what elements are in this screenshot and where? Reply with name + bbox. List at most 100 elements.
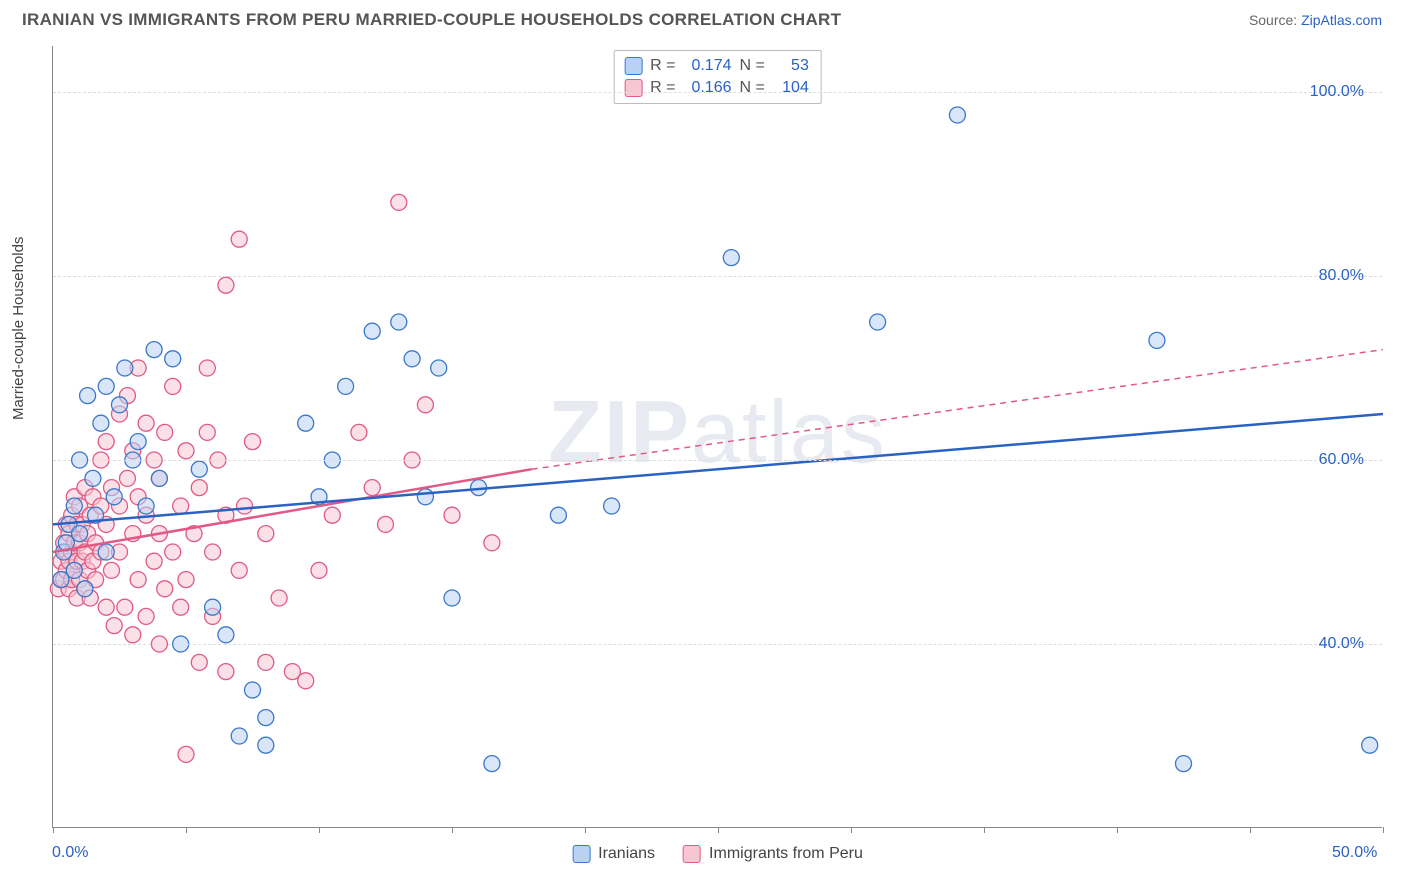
x-tick — [984, 827, 985, 833]
data-point — [85, 470, 101, 486]
data-point — [146, 342, 162, 358]
data-point — [444, 507, 460, 523]
data-point — [151, 470, 167, 486]
gridline — [53, 460, 1382, 461]
data-point — [130, 572, 146, 588]
x-tick — [1383, 827, 1384, 833]
data-point — [130, 434, 146, 450]
data-point — [125, 627, 141, 643]
data-point — [173, 498, 189, 514]
data-point — [378, 516, 394, 532]
data-point — [550, 507, 566, 523]
data-point — [271, 590, 287, 606]
data-point — [404, 351, 420, 367]
data-point — [165, 351, 181, 367]
data-point — [218, 277, 234, 293]
data-point — [138, 608, 154, 624]
x-tick — [452, 827, 453, 833]
data-point — [245, 434, 261, 450]
data-point — [191, 480, 207, 496]
data-point — [324, 507, 340, 523]
data-point — [391, 314, 407, 330]
x-tick-label: 0.0% — [52, 844, 88, 862]
swatch-pink-icon — [683, 845, 701, 863]
data-point — [444, 590, 460, 606]
data-point — [117, 360, 133, 376]
data-point — [949, 107, 965, 123]
data-point — [311, 562, 327, 578]
data-point — [104, 562, 120, 578]
data-point — [98, 599, 114, 615]
swatch-pink-icon — [624, 79, 642, 97]
data-point — [117, 599, 133, 615]
data-point — [245, 682, 261, 698]
data-point — [431, 360, 447, 376]
chart-title: IRANIAN VS IMMIGRANTS FROM PERU MARRIED-… — [22, 10, 841, 30]
data-point — [98, 434, 114, 450]
data-point — [66, 498, 82, 514]
data-point — [157, 424, 173, 440]
data-point — [870, 314, 886, 330]
data-point — [146, 553, 162, 569]
data-point — [1362, 737, 1378, 753]
data-point — [231, 728, 247, 744]
data-point — [106, 618, 122, 634]
data-point — [205, 544, 221, 560]
data-point — [298, 673, 314, 689]
data-point — [258, 654, 274, 670]
data-point — [218, 664, 234, 680]
data-point — [258, 737, 274, 753]
data-point — [1176, 756, 1192, 772]
data-point — [165, 378, 181, 394]
data-point — [351, 424, 367, 440]
data-point — [364, 480, 380, 496]
x-tick — [53, 827, 54, 833]
data-point — [237, 498, 253, 514]
legend-series: Iranians Immigrants from Peru — [572, 845, 863, 863]
data-point — [178, 572, 194, 588]
data-point — [417, 397, 433, 413]
x-tick — [319, 827, 320, 833]
y-tick-label: 80.0% — [1319, 267, 1364, 285]
scatter-svg — [53, 46, 1382, 827]
data-point — [364, 323, 380, 339]
data-point — [484, 756, 500, 772]
data-point — [178, 746, 194, 762]
source-link[interactable]: ZipAtlas.com — [1301, 12, 1382, 28]
data-point — [218, 627, 234, 643]
data-point — [258, 710, 274, 726]
data-point — [119, 470, 135, 486]
data-point — [484, 535, 500, 551]
data-point — [93, 415, 109, 431]
data-point — [191, 461, 207, 477]
swatch-blue-icon — [572, 845, 590, 863]
data-point — [199, 360, 215, 376]
x-tick — [1250, 827, 1251, 833]
data-point — [106, 489, 122, 505]
y-tick-label: 60.0% — [1319, 451, 1364, 469]
x-tick — [186, 827, 187, 833]
data-point — [157, 581, 173, 597]
data-point — [98, 544, 114, 560]
x-tick — [718, 827, 719, 833]
plot-area: ZIPatlas R = 0.174 N = 53 R = 0.166 N = … — [52, 46, 1382, 828]
trend-line — [532, 350, 1383, 470]
legend-item-peru: Immigrants from Peru — [683, 845, 863, 863]
y-axis-label: Married-couple Households — [10, 237, 27, 420]
x-tick — [585, 827, 586, 833]
data-point — [138, 498, 154, 514]
trend-line — [53, 414, 1383, 524]
data-point — [199, 424, 215, 440]
x-tick — [851, 827, 852, 833]
data-point — [231, 231, 247, 247]
data-point — [178, 443, 194, 459]
data-point — [391, 194, 407, 210]
data-point — [191, 654, 207, 670]
data-point — [258, 526, 274, 542]
x-tick-label: 50.0% — [1332, 844, 1377, 862]
y-tick-label: 40.0% — [1319, 635, 1364, 653]
legend-row-blue: R = 0.174 N = 53 — [624, 55, 809, 77]
y-tick-label: 100.0% — [1310, 83, 1364, 101]
data-point — [723, 250, 739, 266]
data-point — [165, 544, 181, 560]
